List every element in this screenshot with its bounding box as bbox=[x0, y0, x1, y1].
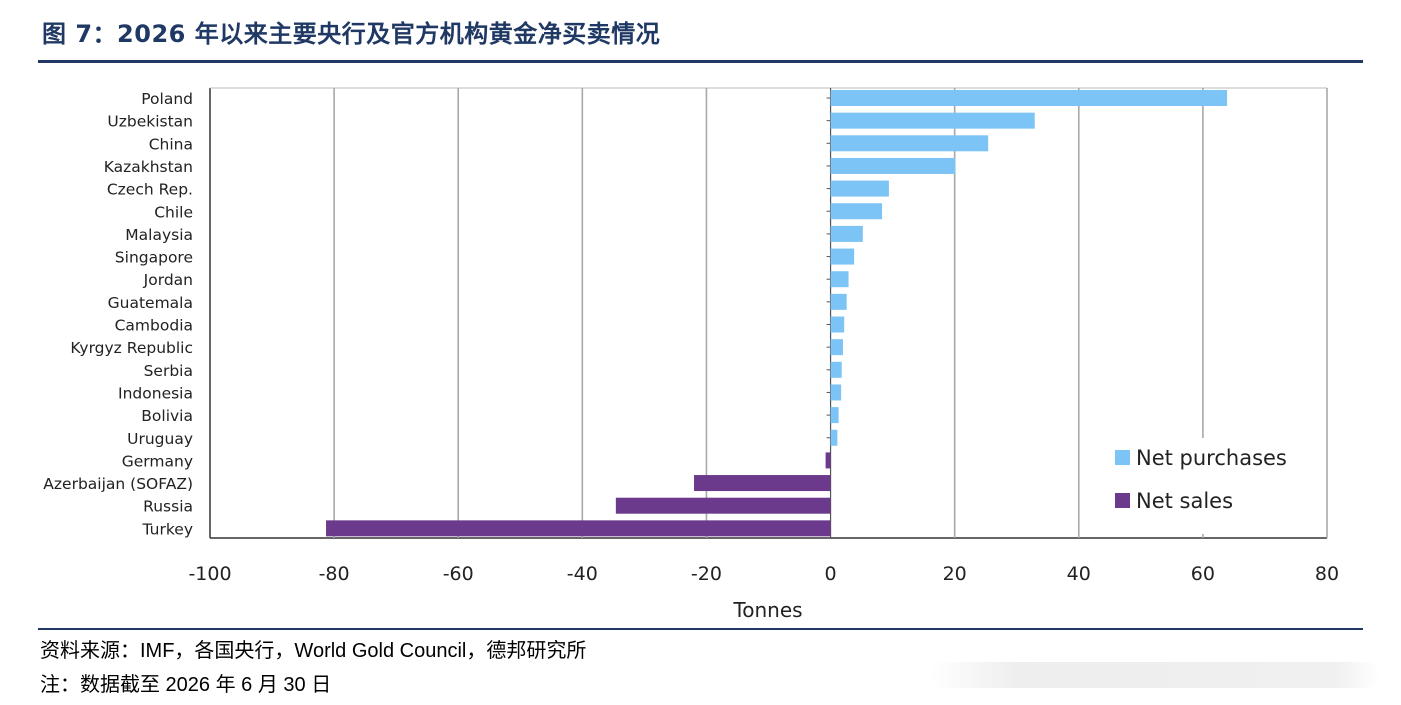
category-label: Bolivia bbox=[141, 407, 193, 425]
x-tick-label: -60 bbox=[443, 563, 474, 585]
bar bbox=[825, 452, 831, 469]
category-label: Germany bbox=[122, 452, 193, 470]
bar bbox=[830, 339, 843, 356]
footer-rule bbox=[38, 628, 1363, 630]
bar bbox=[830, 112, 1035, 129]
bar bbox=[694, 475, 831, 492]
x-tick-label: 0 bbox=[825, 563, 837, 585]
watermark-decoration bbox=[930, 662, 1380, 688]
category-label: China bbox=[149, 135, 193, 153]
bar bbox=[830, 135, 989, 152]
bar bbox=[830, 429, 838, 446]
bar bbox=[830, 225, 863, 242]
x-tick-label: 40 bbox=[1067, 563, 1091, 585]
category-label: Cambodia bbox=[115, 317, 193, 335]
bar bbox=[830, 90, 1228, 106]
bar bbox=[830, 248, 855, 265]
category-label: Turkey bbox=[142, 520, 193, 538]
category-label: Indonesia bbox=[118, 384, 193, 402]
category-label: Guatemala bbox=[108, 294, 193, 312]
bar bbox=[830, 293, 847, 310]
legend-swatch bbox=[1115, 493, 1130, 508]
source-note: 资料来源：IMF，各国央行，World Gold Council，德邦研究所 bbox=[40, 640, 587, 662]
category-label: Poland bbox=[141, 90, 193, 108]
figure-title: 图 7：2026 年以来主要央行及官方机构黄金净买卖情况 bbox=[42, 20, 661, 48]
category-label: Russia bbox=[143, 498, 193, 516]
legend-label: Net sales bbox=[1136, 489, 1233, 513]
bar bbox=[830, 316, 845, 333]
legend-swatch bbox=[1115, 450, 1130, 465]
bar bbox=[615, 497, 831, 514]
bar bbox=[830, 384, 842, 401]
x-tick-label: 80 bbox=[1315, 563, 1339, 585]
category-label: Uzbekistan bbox=[107, 113, 193, 131]
category-label: Jordan bbox=[143, 271, 193, 289]
bar bbox=[830, 361, 842, 378]
x-tick-label: 20 bbox=[943, 563, 967, 585]
category-label: Azerbaijan (SOFAZ) bbox=[43, 475, 193, 493]
bar bbox=[830, 271, 849, 288]
title-rule bbox=[38, 60, 1363, 63]
x-axis-label: Tonnes bbox=[732, 598, 802, 622]
category-label: Kazakhstan bbox=[104, 158, 193, 176]
category-label: Uruguay bbox=[127, 430, 193, 448]
bar bbox=[830, 203, 883, 220]
date-note: 注：数据截至 2026 年 6 月 30 日 bbox=[40, 674, 332, 696]
category-label: Chile bbox=[154, 203, 193, 221]
category-label: Czech Rep. bbox=[107, 181, 193, 199]
category-label: Kyrgyz Republic bbox=[70, 339, 193, 357]
legend-label: Net purchases bbox=[1136, 446, 1287, 470]
bar bbox=[326, 520, 831, 537]
x-tick-label: -100 bbox=[188, 563, 231, 585]
bar bbox=[830, 157, 956, 174]
x-tick-label: -40 bbox=[567, 563, 598, 585]
x-tick-label: 60 bbox=[1191, 563, 1215, 585]
category-label: Serbia bbox=[144, 362, 193, 380]
x-tick-label: -20 bbox=[691, 563, 722, 585]
category-label: Singapore bbox=[115, 249, 193, 267]
bar bbox=[830, 180, 889, 197]
bar bbox=[830, 407, 839, 424]
x-tick-label: -80 bbox=[319, 563, 350, 585]
category-label: Malaysia bbox=[125, 226, 193, 244]
